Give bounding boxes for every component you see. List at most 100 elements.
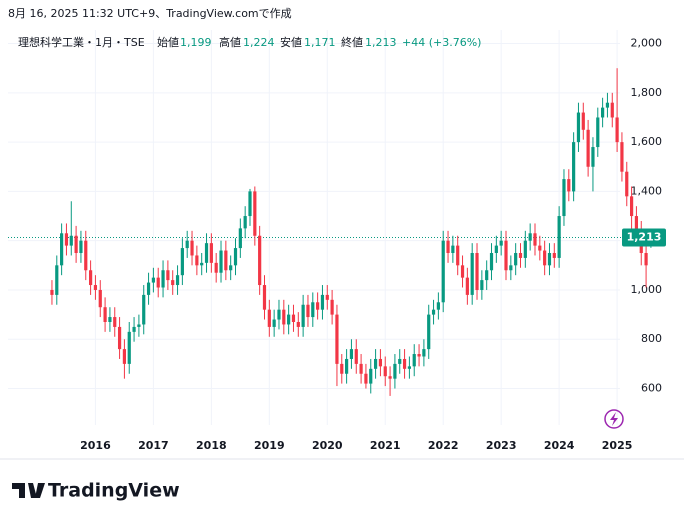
candle-body xyxy=(460,265,465,278)
candle-body xyxy=(267,309,271,327)
logo-mark xyxy=(12,483,45,498)
candle-body xyxy=(576,112,581,143)
candle-body xyxy=(470,253,474,295)
low-label: 安値 xyxy=(280,35,302,49)
candle-body xyxy=(142,294,146,325)
candle-body xyxy=(345,358,349,374)
open-label: 始値 xyxy=(157,35,179,49)
candle-body xyxy=(509,265,513,271)
candle-body xyxy=(219,250,223,273)
x-tick-label: 2016 xyxy=(80,439,111,452)
candle-body xyxy=(88,270,93,286)
candle-body xyxy=(567,179,571,192)
candle-body xyxy=(494,245,498,254)
candle-body xyxy=(50,289,54,295)
candle-body xyxy=(253,191,257,236)
candle-body xyxy=(436,302,440,310)
candle-body xyxy=(291,314,296,322)
symbol: 理想科学工業・1月・TSE xyxy=(18,35,145,49)
candle-body xyxy=(514,253,518,266)
candle-body xyxy=(393,363,397,379)
candle-body xyxy=(562,179,566,217)
last-price-label: 1,213 xyxy=(627,230,662,243)
candle-body xyxy=(74,235,78,254)
candle-body xyxy=(572,142,576,192)
candle-body xyxy=(272,319,276,327)
candle-body xyxy=(277,309,281,320)
candle-body xyxy=(625,171,629,197)
candle-body xyxy=(504,240,508,271)
candle-body xyxy=(306,304,310,318)
candle-body xyxy=(596,117,600,148)
candle-body xyxy=(359,363,363,374)
candle-body xyxy=(151,277,155,283)
candle-body xyxy=(378,358,383,367)
candle-body xyxy=(262,285,267,310)
x-tick-label: 2025 xyxy=(602,439,633,452)
candle-body xyxy=(93,285,98,290)
candle-body xyxy=(64,233,69,246)
x-tick-label: 2021 xyxy=(370,439,401,452)
candle-body xyxy=(224,250,228,271)
candle-body xyxy=(335,314,339,364)
candle-body xyxy=(620,142,624,172)
candle-body xyxy=(615,117,619,143)
candle-body xyxy=(171,280,175,286)
icon-bolt[interactable] xyxy=(610,412,618,426)
candle-body xyxy=(581,112,585,130)
candle-body xyxy=(441,240,445,303)
caption: 8月 16, 2025 11:32 UTC+9、TradingView.comで… xyxy=(8,7,292,20)
candle-body xyxy=(349,349,354,359)
candle-body xyxy=(301,304,305,327)
candle-body xyxy=(108,317,112,322)
candle-body xyxy=(451,245,455,254)
candle-body xyxy=(320,294,325,310)
y-tick-label: 1,400 xyxy=(631,184,663,197)
candle-body xyxy=(316,302,320,310)
x-tick-label: 2017 xyxy=(138,439,169,452)
candle-body xyxy=(398,358,402,364)
close-label: 終値 xyxy=(341,35,363,49)
logo: TradingView xyxy=(12,480,180,502)
candle-body xyxy=(557,216,561,258)
candle-body xyxy=(79,240,83,254)
candle-body xyxy=(591,147,595,167)
close-value: 1,213 xyxy=(365,36,397,49)
plot: 6008001,0001,2001,4001,6001,8002,0002016… xyxy=(0,30,684,460)
candle-body xyxy=(431,309,436,315)
icon-circle[interactable] xyxy=(604,409,624,429)
candle-body xyxy=(601,107,605,118)
candle-body xyxy=(422,349,426,357)
y-tick-label: 800 xyxy=(641,332,662,345)
candle-body xyxy=(204,243,209,263)
candle-body xyxy=(533,233,537,246)
candle-body xyxy=(137,324,141,327)
candle-body xyxy=(282,309,286,325)
y-tick-label: 1,600 xyxy=(631,135,663,148)
x-tick-label: 2022 xyxy=(428,439,459,452)
candle-body xyxy=(200,262,204,266)
candle-body xyxy=(243,216,247,229)
candle-body xyxy=(132,326,136,332)
candle-body xyxy=(456,245,460,266)
candle-body xyxy=(103,307,107,322)
candle-body xyxy=(644,253,648,266)
candle-body xyxy=(634,216,639,231)
candle-body xyxy=(354,349,358,364)
candle-body xyxy=(117,326,122,350)
legend-header: 理想科学工業・1月・TSE 始値 1,199 高値 1,224 安値 1,171… xyxy=(18,35,481,49)
candle-body xyxy=(84,240,88,271)
candle-body xyxy=(330,299,334,315)
candle-body xyxy=(364,373,368,384)
candle-body xyxy=(465,277,469,295)
candle-body xyxy=(552,253,556,258)
replay-icon[interactable] xyxy=(604,409,624,429)
candle-body xyxy=(161,270,165,288)
candle-body xyxy=(195,255,199,266)
candle-body xyxy=(287,314,291,325)
candle-body xyxy=(113,317,117,327)
candle-body xyxy=(180,248,184,276)
high-label: 高値 xyxy=(219,35,241,49)
